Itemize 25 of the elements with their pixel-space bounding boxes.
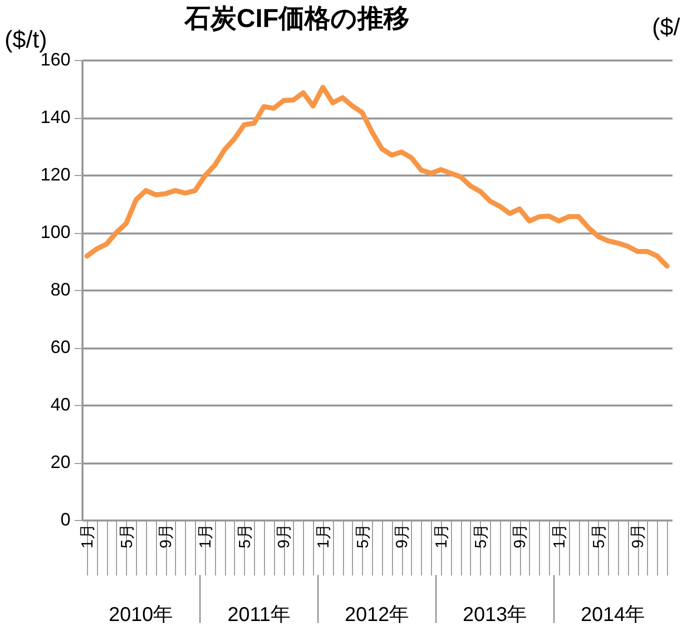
x-tick-label: 1月 xyxy=(433,524,450,548)
y-tick-label: 40 xyxy=(50,394,70,414)
x-tick-label: 9月 xyxy=(394,524,412,548)
chart-title: 石炭CIF価格の推移 xyxy=(184,3,410,33)
y-tick-label: 140 xyxy=(40,107,70,127)
y-tick-label: 100 xyxy=(40,222,70,242)
x-tick-label: 1月 xyxy=(315,524,332,548)
y-tick-label: 0 xyxy=(60,510,70,530)
y2-axis-title: ($/ xyxy=(652,14,680,41)
x-tick-label: 1月 xyxy=(79,524,96,548)
y-tick-label: 120 xyxy=(40,164,70,184)
x-tick-label: 5月 xyxy=(236,524,254,548)
x-tick-label: 1月 xyxy=(551,524,568,548)
y-tick-label: 60 xyxy=(50,337,70,357)
x-tick-label: 5月 xyxy=(472,524,490,548)
x-tick-label: 9月 xyxy=(512,524,530,548)
x-tick-label: 5月 xyxy=(354,524,372,548)
x-tick-label: 5月 xyxy=(590,524,608,548)
y-tick-label: 80 xyxy=(50,280,70,300)
x-tick-label: 9月 xyxy=(158,524,176,548)
y-tick-label: 20 xyxy=(50,452,70,472)
x-tick-label: 5月 xyxy=(118,524,136,548)
x-tick-label: 1月 xyxy=(197,524,214,548)
x-tick-label: 9月 xyxy=(276,524,294,548)
x-tick-label: 9月 xyxy=(630,524,648,548)
